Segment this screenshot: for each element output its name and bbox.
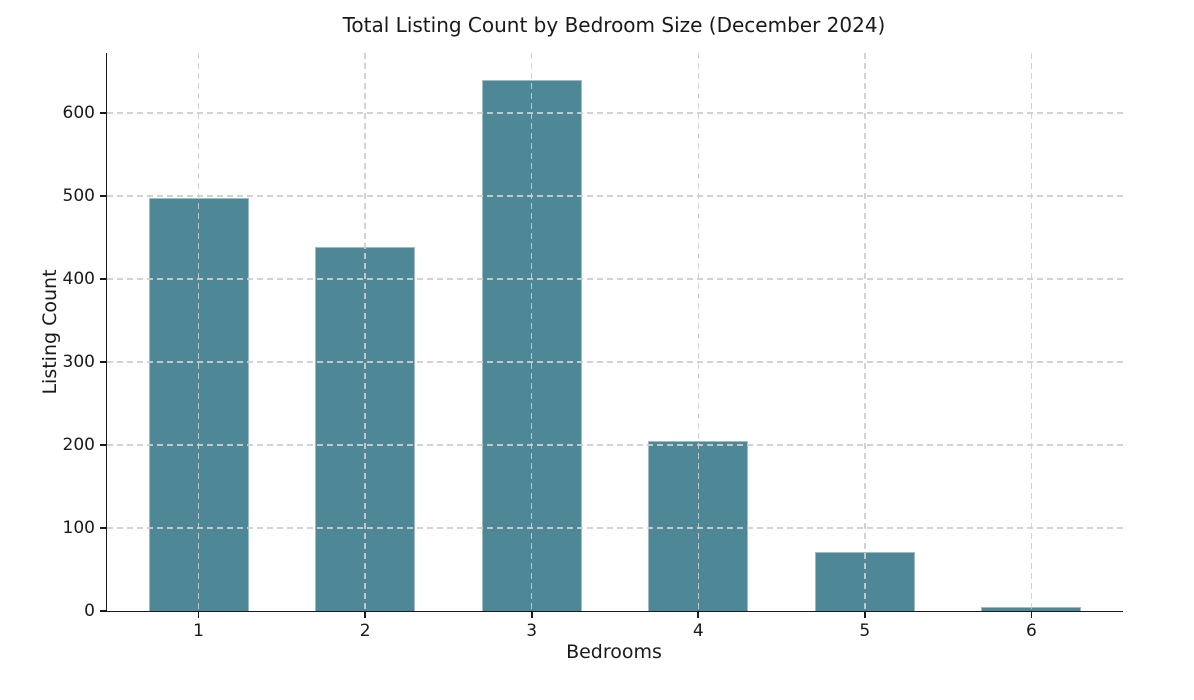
x-tick-label: 6 [1025,621,1037,641]
v-gridline [1030,53,1033,611]
y-tick-mark [100,610,107,612]
h-gridline [107,195,1123,197]
plot-area: 0 100 200 300 400 500 600 1 2 3 4 5 6 [63,53,1123,641]
bar-3 [481,79,582,611]
y-tick-mark [100,278,107,280]
y-tick-mark [100,361,107,363]
x-tick-label: 3 [526,621,538,641]
h-gridline [107,444,1123,446]
x-tick-mark [1030,611,1033,618]
y-tick-mark [100,194,107,197]
y-tick-mark [100,527,107,529]
y-tick-label: 300 [62,351,95,372]
y-tick-label: 0 [84,601,95,621]
y-tick-mark [100,111,107,114]
x-tick-mark [197,611,200,618]
y-tick-label: 100 [62,517,95,538]
y-axis-label: Listing Count [39,269,61,395]
bar-5 [814,552,915,611]
x-axis-label: Bedrooms [566,641,662,663]
v-gridline [864,53,866,611]
x-tick-label: 1 [193,621,205,641]
y-tick-label: 200 [62,434,95,455]
x-tick-mark [863,611,866,618]
x-tick-mark [530,611,533,618]
y-tick-label: 400 [62,268,95,289]
x-tick-label: 5 [859,621,871,641]
h-gridline [107,361,1123,363]
x-tick-mark [697,611,700,618]
y-tick-label: 600 [62,102,95,123]
chart-title: Total Listing Count by Bedroom Size (Dec… [342,13,886,37]
bar-4 [648,440,749,611]
y-tick-label: 500 [62,185,95,206]
bar-1 [148,198,249,611]
h-gridline [107,278,1123,280]
x-tick-mark [364,611,366,618]
h-gridline [107,527,1123,529]
bar-2 [315,247,416,611]
x-tick-label: 2 [359,621,371,641]
x-tick-label: 4 [692,621,704,641]
h-gridline [107,112,1123,114]
y-tick-mark [100,444,107,446]
